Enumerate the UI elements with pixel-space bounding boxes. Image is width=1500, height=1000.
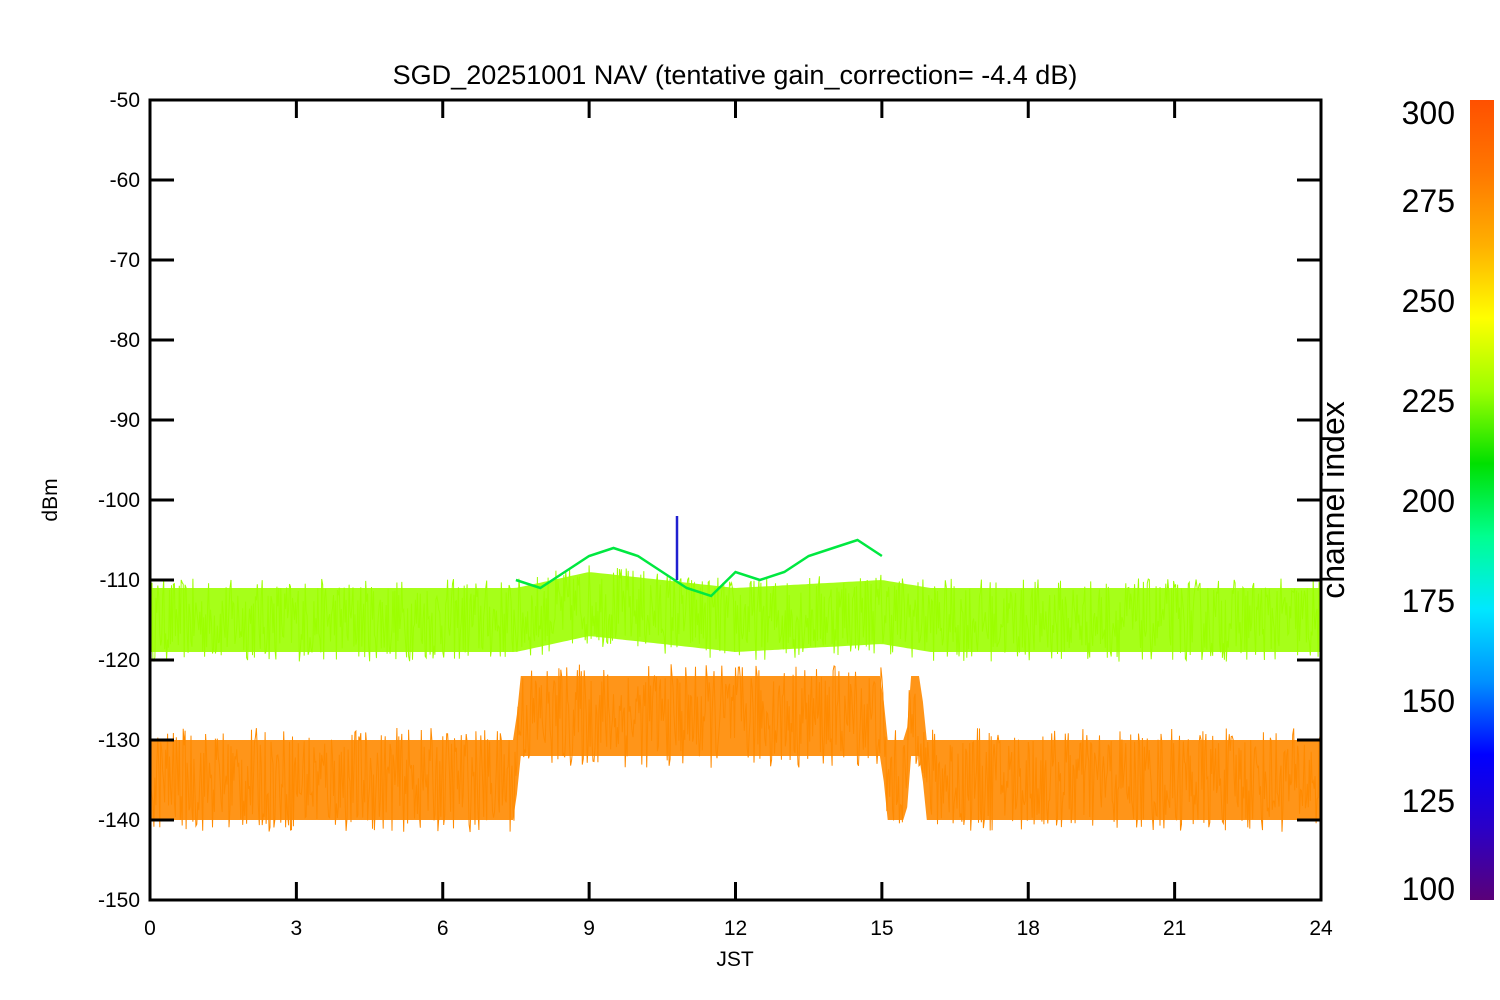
y-tick-label: -120 xyxy=(98,649,140,672)
y-axis: -50 -60 -70 -80 -90 -100 -110 -120 -130 -140 -150 xyxy=(98,89,1321,912)
x-tick-label: 6 xyxy=(437,917,449,940)
colorbar-ticks: 300 275 250 225 200 175 150 125 100 xyxy=(1402,95,1455,907)
y-tick-label: -130 xyxy=(98,729,140,752)
x-tick-label: 21 xyxy=(1163,917,1186,940)
x-tick-label: 15 xyxy=(870,917,893,940)
colorbar-tick-label: 275 xyxy=(1402,183,1455,219)
colorbar-tick-label: 250 xyxy=(1402,283,1455,319)
y-tick-label: -60 xyxy=(110,169,140,192)
x-tick-label: 24 xyxy=(1309,917,1333,940)
x-axis-label: JST xyxy=(716,948,754,971)
y-tick-label: -70 xyxy=(110,249,140,272)
colorbar xyxy=(1470,100,1494,900)
y-tick-label: -90 xyxy=(110,409,140,432)
x-axis: 0 3 6 9 12 15 18 21 24 xyxy=(144,100,1333,940)
y-tick-label: -80 xyxy=(110,329,140,352)
x-tick-label: 18 xyxy=(1017,917,1040,940)
series-noise xyxy=(150,664,1321,833)
colorbar-tick-label: 150 xyxy=(1402,683,1455,719)
chart-title: SGD_20251001 NAV (tentative gain_correct… xyxy=(393,60,1078,90)
y-tick-label: -50 xyxy=(110,89,140,112)
y-tick-label: -110 xyxy=(100,569,140,592)
plot-data xyxy=(150,516,1321,833)
colorbar-tick-label: 300 xyxy=(1402,95,1455,131)
colorbar-tick-label: 100 xyxy=(1402,871,1455,907)
x-tick-label: 9 xyxy=(583,917,595,940)
series-line xyxy=(515,538,883,598)
colorbar-tick-label: 225 xyxy=(1402,383,1455,419)
y-tick-label: -150 xyxy=(98,889,140,912)
series-noise xyxy=(150,565,1321,662)
y-axis-label: dBm xyxy=(39,478,62,521)
x-tick-label: 12 xyxy=(724,917,747,940)
colorbar-tick-label: 200 xyxy=(1402,483,1455,519)
x-tick-label: 3 xyxy=(291,917,303,940)
y-tick-label: -140 xyxy=(98,809,140,832)
colorbar-tick-label: 125 xyxy=(1402,783,1455,819)
x-tick-label: 0 xyxy=(144,917,156,940)
colorbar-tick-label: 175 xyxy=(1402,583,1455,619)
colorbar-label: channel index xyxy=(1315,401,1351,598)
y-tick-label: -100 xyxy=(98,489,140,512)
